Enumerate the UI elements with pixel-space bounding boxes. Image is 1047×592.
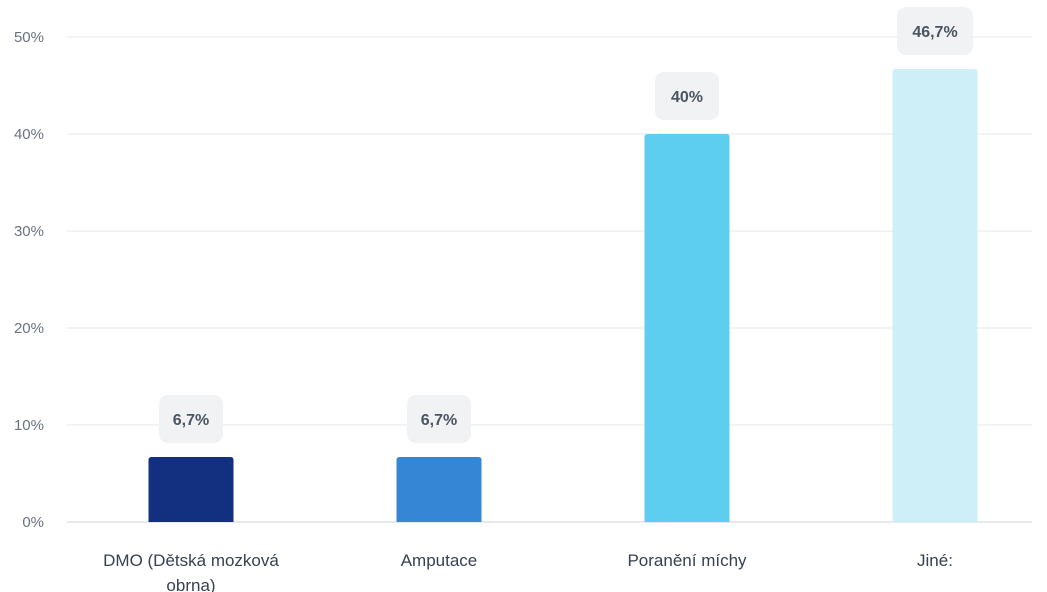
x-tick-label: DMO (Dětská mozková [103,551,279,570]
y-tick-label: 50% [14,29,44,46]
data-label-background [655,72,719,120]
y-tick-label: 0% [22,514,44,531]
bar [396,457,482,522]
data-label: 6,7% [173,412,209,429]
data-label-background [407,395,471,444]
y-tick-label: 30% [14,223,44,240]
bar [892,69,978,522]
x-tick-label: Jiné: [917,551,953,570]
bar [644,134,730,522]
data-label-background [159,395,223,444]
y-tick-label: 40% [14,126,44,143]
y-tick-label: 10% [14,417,44,434]
data-label: 40% [671,89,703,106]
y-tick-label: 20% [14,320,44,337]
x-tick-label: Amputace [401,551,478,570]
x-tick-label: obrna) [166,576,215,592]
data-label: 46,7% [912,24,957,41]
data-label-background [897,7,973,56]
data-label: 6,7% [421,412,457,429]
x-tick-label: Poranění míchy [627,551,747,570]
bar [148,457,234,522]
